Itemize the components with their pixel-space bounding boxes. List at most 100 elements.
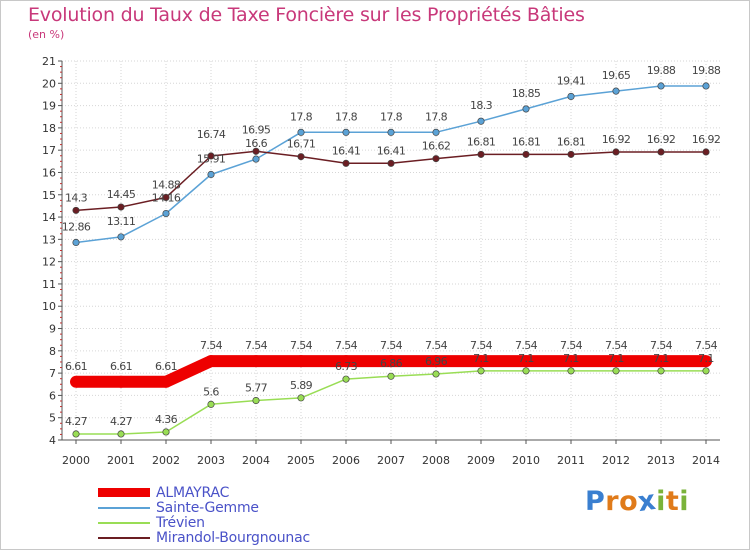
- data-point: [612, 87, 620, 95]
- data-label: 7.54: [560, 339, 583, 352]
- data-label: 17.8: [380, 110, 403, 123]
- legend-swatch: [98, 536, 150, 539]
- data-label: 16.92: [692, 133, 721, 146]
- data-label: 7.1: [563, 352, 579, 365]
- data-label: 16.71: [287, 138, 316, 151]
- data-label: 7.54: [245, 339, 268, 352]
- data-label: 7.1: [653, 352, 669, 365]
- y-tick-label: 9: [49, 323, 56, 336]
- data-label: 16.95: [242, 123, 271, 136]
- data-label: 7.54: [515, 339, 538, 352]
- data-point: [657, 82, 665, 90]
- data-label: 18.3: [470, 99, 493, 112]
- data-point: [387, 128, 395, 136]
- chart-title: Evolution du Taux de Taxe Foncière sur l…: [28, 4, 585, 26]
- data-point: [297, 394, 305, 402]
- data-label: 6.61: [110, 360, 132, 373]
- x-tick-label: 2010: [512, 454, 540, 467]
- legend-item: Trévien: [98, 514, 310, 531]
- data-point: [387, 372, 395, 380]
- logo-letter: t: [665, 486, 680, 517]
- y-tick-label: 7: [49, 367, 56, 380]
- data-point: [567, 92, 575, 100]
- legend-label: Sainte-Gemme: [156, 499, 259, 516]
- legend-label: Trévien: [156, 514, 205, 531]
- y-tick-label: 6: [49, 389, 56, 402]
- data-label: 14.16: [152, 191, 181, 204]
- data-label: 7.54: [290, 339, 313, 352]
- x-tick-label: 2004: [242, 454, 270, 467]
- data-point: [205, 355, 217, 368]
- data-label: 7.54: [425, 339, 448, 352]
- data-label: 7.1: [518, 352, 534, 365]
- data-point: [162, 428, 170, 436]
- data-label: 4.27: [65, 415, 88, 428]
- data-label: 16.74: [197, 128, 226, 141]
- legend-swatch: [98, 521, 150, 524]
- data-label: 19.88: [692, 64, 721, 77]
- data-point: [475, 355, 487, 368]
- x-tick-label: 2000: [62, 454, 90, 467]
- data-label: 7.54: [380, 339, 403, 352]
- data-label: 14.88: [152, 178, 181, 191]
- y-tick-label: 17: [42, 144, 56, 157]
- data-label: 7.54: [605, 339, 628, 352]
- data-label: 16.92: [602, 133, 631, 146]
- data-label: 7.54: [650, 339, 673, 352]
- data-label: 17.8: [290, 110, 313, 123]
- data-point: [117, 233, 125, 241]
- data-point: [432, 128, 440, 136]
- proxiti-logo: Proxiti: [585, 485, 689, 518]
- data-point: [252, 155, 260, 163]
- data-label: 7.54: [470, 339, 493, 352]
- data-point: [477, 150, 485, 158]
- data-point: [432, 370, 440, 378]
- data-point: [477, 367, 485, 375]
- data-label: 7.1: [698, 352, 714, 365]
- y-tick-label: 10: [42, 300, 56, 313]
- y-tick-label: 21: [42, 55, 56, 68]
- y-axis-unit: (en %): [28, 28, 65, 41]
- data-point: [342, 128, 350, 136]
- data-point: [162, 209, 170, 218]
- data-label: 6.86: [380, 357, 403, 370]
- data-label: 19.65: [602, 69, 631, 82]
- data-label: 7.1: [473, 352, 489, 365]
- y-tick-label: 4: [49, 434, 56, 447]
- data-point: [72, 206, 80, 214]
- x-tick-label: 2005: [287, 454, 315, 467]
- data-label: 6.61: [155, 360, 177, 373]
- data-label: 15.91: [197, 152, 226, 165]
- legend-item: Mirandol-Bourgnounac: [98, 529, 310, 546]
- data-point: [567, 150, 575, 158]
- x-tick-label: 2014: [692, 454, 720, 467]
- data-label: 16.81: [467, 135, 496, 148]
- data-label: 16.62: [422, 140, 451, 153]
- data-label: 6.73: [335, 360, 358, 373]
- x-tick-label: 2012: [602, 454, 630, 467]
- data-label: 16.41: [332, 144, 361, 157]
- data-point: [432, 155, 440, 163]
- data-point: [612, 367, 620, 375]
- data-label: 16.81: [557, 135, 586, 148]
- data-label: 16.92: [647, 133, 676, 146]
- data-label: 7.54: [335, 339, 358, 352]
- data-point: [340, 355, 352, 368]
- data-label: 4.27: [110, 415, 133, 428]
- data-point: [70, 375, 82, 388]
- data-point: [655, 355, 667, 368]
- data-label: 12.86: [62, 220, 91, 233]
- legend-item: Sainte-Gemme: [98, 499, 310, 516]
- data-label: 7.1: [608, 352, 624, 365]
- y-tick-label: 8: [49, 345, 56, 358]
- x-tick-label: 2009: [467, 454, 495, 467]
- data-point: [387, 159, 395, 167]
- legend: ALMAYRAC Sainte-Gemme Trévien Mirandol-Bour…: [98, 485, 310, 546]
- logo-letter: P: [585, 486, 606, 517]
- x-tick-label: 2011: [557, 454, 585, 467]
- data-point: [342, 159, 350, 167]
- legend-label: Mirandol-Bourgnounac: [156, 529, 310, 546]
- data-label: 19.88: [647, 64, 676, 77]
- data-point: [250, 355, 262, 368]
